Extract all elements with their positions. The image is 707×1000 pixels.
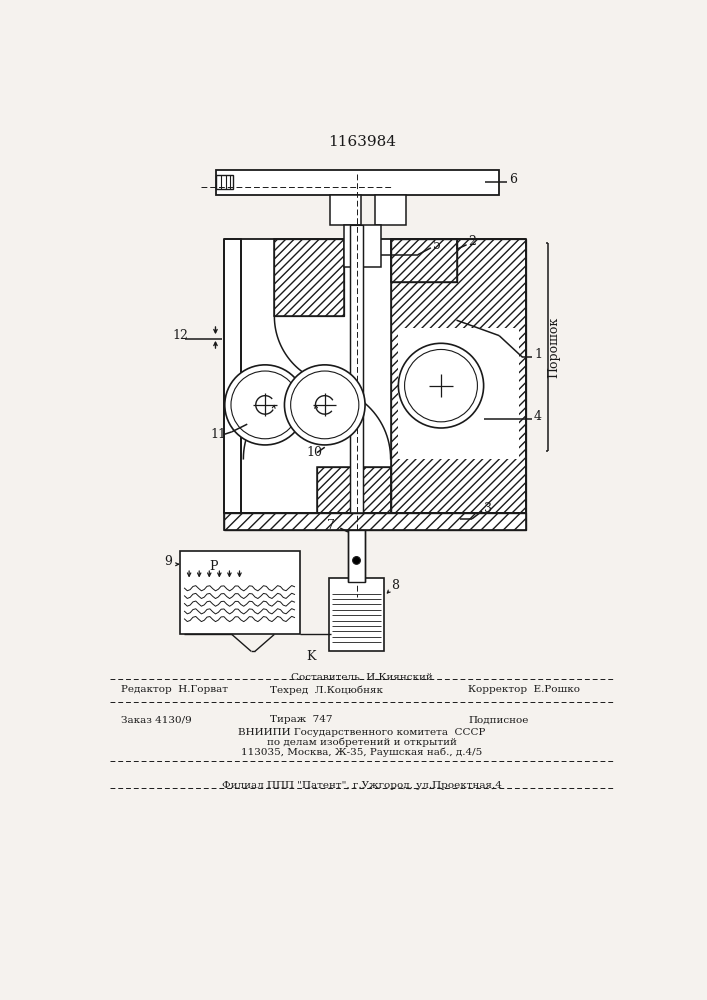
Bar bbox=[351, 225, 363, 513]
Bar bbox=[317, 466, 391, 513]
Text: ВНИИПИ Государственного комитета  СССР: ВНИИПИ Государственного комитета СССР bbox=[238, 728, 486, 737]
Circle shape bbox=[398, 343, 484, 428]
Bar bbox=[317, 466, 391, 513]
Bar bbox=[274, 239, 344, 316]
Text: 6: 6 bbox=[509, 173, 518, 186]
Text: Техред  Л.Коцюбняк: Техред Л.Коцюбняк bbox=[271, 685, 383, 695]
Text: Корректор  Е.Рошко: Корректор Е.Рошко bbox=[468, 685, 580, 694]
Bar bbox=[348, 530, 365, 582]
Bar bbox=[224, 513, 526, 530]
Text: 1: 1 bbox=[534, 348, 542, 361]
Circle shape bbox=[284, 365, 365, 445]
Text: 8: 8 bbox=[391, 579, 399, 592]
Bar bbox=[329, 578, 385, 651]
Circle shape bbox=[231, 371, 299, 439]
Bar bbox=[330, 195, 361, 225]
Bar bbox=[344, 225, 381, 267]
Bar bbox=[216, 175, 233, 189]
Text: Заказ 4130/9: Заказ 4130/9 bbox=[121, 715, 192, 724]
Bar bbox=[241, 239, 526, 513]
Bar bbox=[180, 551, 300, 634]
Bar bbox=[224, 513, 526, 530]
Text: 1163984: 1163984 bbox=[328, 135, 396, 149]
Text: 5: 5 bbox=[433, 239, 441, 252]
Text: Филиал ППП "Патент", г.Ужгород, ул.Проектная,4: Филиал ППП "Патент", г.Ужгород, ул.Проек… bbox=[222, 781, 502, 790]
Circle shape bbox=[291, 371, 359, 439]
Bar bbox=[391, 239, 526, 513]
Bar bbox=[274, 239, 344, 316]
Circle shape bbox=[353, 557, 361, 564]
Text: 12: 12 bbox=[172, 329, 188, 342]
Text: 3: 3 bbox=[484, 502, 491, 515]
Text: 113035, Москва, Ж-35, Раушская наб., д.4/5: 113035, Москва, Ж-35, Раушская наб., д.4… bbox=[241, 748, 483, 757]
Text: по делам изобретений и открытий: по делам изобретений и открытий bbox=[267, 738, 457, 747]
Circle shape bbox=[404, 349, 477, 422]
Text: Подписное: Подписное bbox=[468, 715, 529, 724]
Bar bbox=[391, 239, 526, 513]
Text: Редактор  Н.Горват: Редактор Н.Горват bbox=[121, 685, 228, 694]
Text: Порошок: Порошок bbox=[547, 317, 560, 378]
Text: Составитель  И.Киянский: Составитель И.Киянский bbox=[291, 673, 433, 682]
Text: K: K bbox=[306, 650, 315, 663]
Bar bbox=[375, 195, 406, 225]
Text: P: P bbox=[209, 560, 218, 573]
Circle shape bbox=[225, 365, 305, 445]
Bar bbox=[216, 170, 499, 195]
Text: Тираж  747: Тираж 747 bbox=[271, 715, 333, 724]
Text: 9: 9 bbox=[164, 555, 173, 568]
Text: 2: 2 bbox=[468, 235, 476, 248]
Bar bbox=[391, 239, 457, 282]
Text: 4: 4 bbox=[534, 410, 542, 423]
Bar bbox=[391, 239, 457, 282]
Text: 10: 10 bbox=[307, 446, 323, 459]
Text: 11: 11 bbox=[211, 428, 227, 441]
Text: 7: 7 bbox=[327, 519, 335, 532]
Bar bbox=[398, 328, 518, 459]
Bar bbox=[224, 239, 241, 513]
